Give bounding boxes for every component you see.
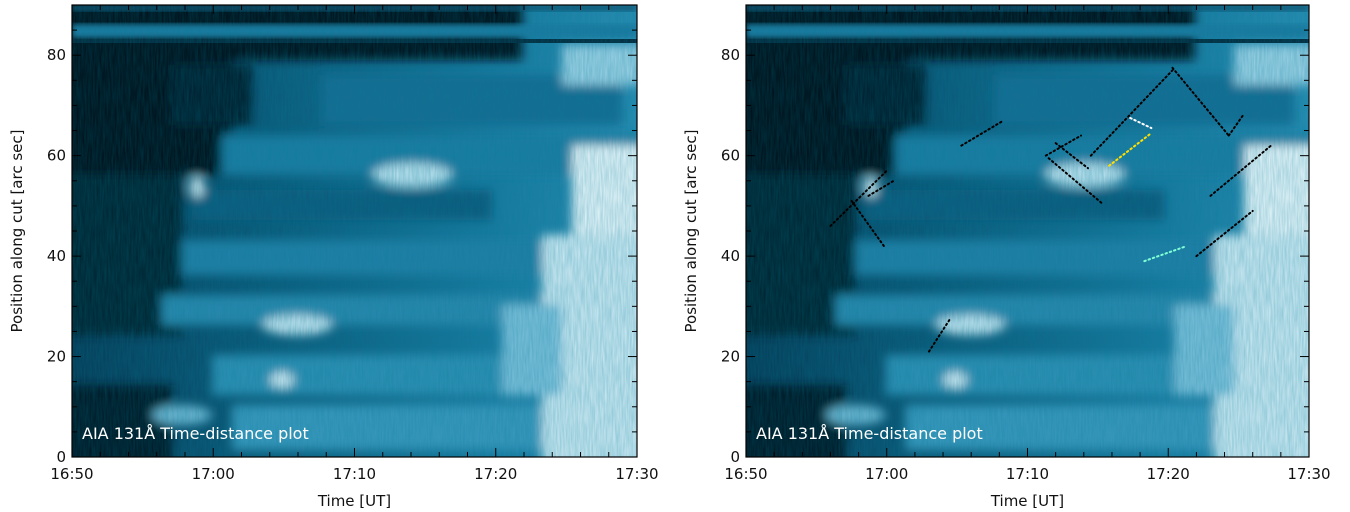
- track-line: [867, 179, 895, 197]
- x-tick-label: 17:00: [865, 465, 908, 483]
- y-tick-label: 40: [721, 247, 740, 265]
- x-tick-label: 17:10: [333, 465, 376, 483]
- heatmap-image: [736, 0, 1324, 465]
- y-axis-label: Position along cut [arc sec]: [682, 130, 700, 333]
- track-line: [1089, 69, 1174, 157]
- heatmap-image: [62, 0, 652, 465]
- track-line: [960, 119, 1005, 147]
- y-tick-label: 0: [56, 448, 66, 466]
- x-tick-label: 17:00: [192, 465, 235, 483]
- track-line: [1227, 114, 1244, 137]
- x-axis-label: Time [UT]: [317, 492, 391, 510]
- heatmap-panel-right: 16:50 17:00 17:10 17:20 17:30 0 20 40 60 80 Time […: [682, 0, 1331, 510]
- x-tick-label: 16:50: [724, 465, 767, 483]
- x-tick-label: 17:20: [1147, 465, 1190, 483]
- y-tick-label: 80: [47, 46, 66, 64]
- y-tick-label: 0: [730, 448, 740, 466]
- panel-annotation: AIA 131Å Time-distance plot: [756, 424, 983, 443]
- track-line: [1129, 117, 1153, 130]
- track-line: [1171, 66, 1230, 137]
- x-tick-label: 17:30: [1287, 465, 1330, 483]
- track-line: [1143, 245, 1188, 263]
- y-tick-label: 20: [721, 348, 740, 366]
- track-line: [1054, 142, 1090, 170]
- y-tick-label: 20: [47, 348, 66, 366]
- track-line: [1047, 157, 1104, 205]
- heatmap-panel-left: 16:50 17:00 17:10 17:20 17:30 0 20 40 60 80 Time […: [8, 0, 659, 510]
- track-line: [1108, 132, 1153, 167]
- x-tick-label: 17:30: [615, 465, 658, 483]
- x-tick-label: 16:50: [50, 465, 93, 483]
- y-tick-label: 60: [47, 147, 66, 165]
- y-tick-label: 40: [47, 247, 66, 265]
- x-axis-label: Time [UT]: [990, 492, 1064, 510]
- x-tick-label: 17:10: [1006, 465, 1049, 483]
- y-tick-label: 80: [721, 46, 740, 64]
- track-line: [850, 199, 885, 248]
- track-line: [1195, 209, 1254, 258]
- track-line: [829, 169, 888, 227]
- y-axis-label: Position along cut [arc sec]: [8, 130, 26, 333]
- track-line: [1044, 134, 1082, 157]
- panel-annotation: AIA 131Å Time-distance plot: [82, 424, 309, 443]
- x-tick-label: 17:20: [474, 465, 517, 483]
- y-tick-label: 60: [721, 147, 740, 165]
- track-line: [1209, 144, 1272, 197]
- track-line: [927, 317, 952, 353]
